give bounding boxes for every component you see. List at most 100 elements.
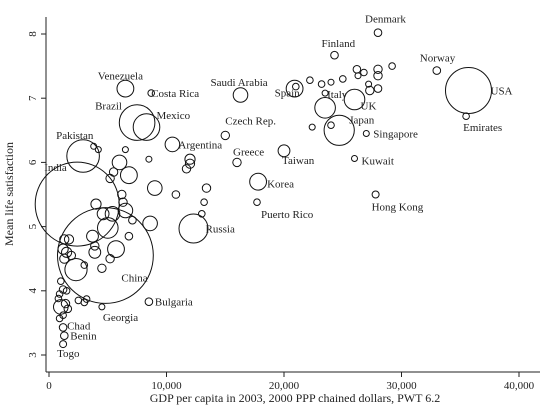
data-point: [339, 75, 347, 83]
data-point-togo: [59, 340, 68, 349]
data-point: [373, 71, 383, 81]
x-axis-ticks: 0 10,000 20,000 30,000 40,000: [46, 372, 535, 392]
x-tick-label: 0: [46, 380, 52, 392]
data-point: [184, 153, 196, 165]
data-point-singapore: [362, 130, 370, 137]
data-point: [86, 229, 99, 243]
data-point: [111, 154, 128, 171]
country-label: Bulgaria: [155, 297, 193, 309]
country-label: Venezuela: [98, 71, 143, 83]
data-point: [306, 76, 314, 84]
data-point: [171, 190, 181, 199]
y-tick-label: 6: [27, 159, 39, 165]
data-point: [121, 146, 129, 154]
country-label: Denmark: [365, 14, 406, 26]
data-point: [54, 294, 63, 303]
country-label: Mexico: [157, 110, 191, 122]
country-label: Korea: [267, 179, 294, 191]
data-point-russia: [178, 213, 209, 244]
data-point-norway: [432, 66, 442, 75]
data-point: [119, 166, 138, 185]
country-label: Greece: [233, 146, 264, 158]
data-point-saudi-arabia: [232, 87, 249, 103]
data-point: [181, 164, 192, 174]
country-label: Benin: [70, 331, 97, 343]
data-point: [117, 189, 127, 200]
data-point: [108, 167, 119, 177]
data-point-georgia: [98, 303, 106, 311]
data-point: [90, 198, 102, 210]
country-label: UK: [361, 101, 377, 113]
country-label: Saudi Arabia: [211, 77, 268, 89]
country-label: Japan: [349, 114, 375, 126]
data-point: [118, 197, 128, 207]
y-tick-label: 3: [27, 352, 39, 358]
data-point: [63, 234, 75, 245]
data-point: [63, 304, 73, 314]
data-point-finland: [330, 50, 339, 60]
x-tick-label: 20,000: [269, 380, 300, 392]
data-point: [145, 155, 153, 163]
data-point: [57, 277, 65, 286]
country-label: India: [44, 162, 67, 174]
data-point-costa-rica: [147, 89, 155, 97]
country-label: Togo: [57, 348, 80, 360]
country-label: Chad: [67, 320, 91, 332]
data-point: [317, 80, 326, 88]
country-label: Hong Kong: [372, 202, 424, 214]
data-point-usa: [445, 67, 492, 114]
data-point: [327, 78, 335, 86]
data-point: [61, 246, 73, 258]
data-point: [64, 258, 88, 282]
x-tick-label: 10,000: [151, 380, 182, 392]
country-label: Georgia: [103, 312, 138, 324]
data-point: [365, 85, 375, 96]
data-point: [80, 298, 89, 307]
data-point-puerto-rico: [253, 198, 261, 206]
data-point: [128, 215, 137, 225]
country-label: Singapore: [373, 129, 418, 141]
data-point-benin: [60, 331, 69, 341]
data-points: [34, 28, 492, 349]
data-point: [105, 254, 115, 264]
data-point-venezuela: [116, 79, 135, 98]
x-axis-title: GDP per capita in 2003, 2000 PPP chained…: [150, 391, 441, 405]
country-labels: Denmark Finland Norway USA Emirates Venezuela…: [44, 14, 512, 360]
data-point: [55, 290, 64, 298]
data-point: [373, 64, 383, 75]
data-point: [66, 250, 77, 261]
data-point-italy: [314, 97, 336, 119]
country-label: USA: [491, 86, 513, 98]
axes-group: [45, 17, 540, 373]
data-point-uk: [343, 88, 366, 111]
data-point-czech-rep: [220, 130, 231, 141]
data-point-kuwait: [351, 155, 358, 162]
data-point: [352, 65, 362, 74]
data-point-denmark: [373, 28, 383, 38]
data-point-taiwan: [277, 144, 291, 158]
data-point-japan: [323, 114, 355, 146]
data-point: [200, 198, 208, 206]
data-point-bulgaria: [144, 297, 154, 307]
country-label: Spain: [275, 88, 301, 100]
data-point-argentina: [164, 136, 181, 153]
data-point: [308, 123, 316, 131]
data-point: [365, 80, 373, 88]
country-label: Costa Rica: [151, 88, 199, 100]
y-axis-title: Mean life satisfaction: [2, 142, 16, 246]
data-point-greece: [232, 157, 242, 168]
data-point-brazil: [118, 104, 156, 141]
data-point: [55, 314, 64, 323]
data-point: [80, 261, 89, 269]
country-label: Kuwait: [362, 156, 394, 168]
data-point-india: [34, 161, 120, 247]
data-point: [104, 206, 121, 222]
data-point-pakistan: [66, 139, 100, 173]
data-point-hong-kong: [371, 190, 380, 199]
data-point: [124, 231, 134, 241]
data-point: [96, 207, 110, 221]
y-tick-label: 4: [27, 288, 39, 294]
data-point-korea: [249, 172, 268, 191]
data-point: [321, 89, 329, 97]
